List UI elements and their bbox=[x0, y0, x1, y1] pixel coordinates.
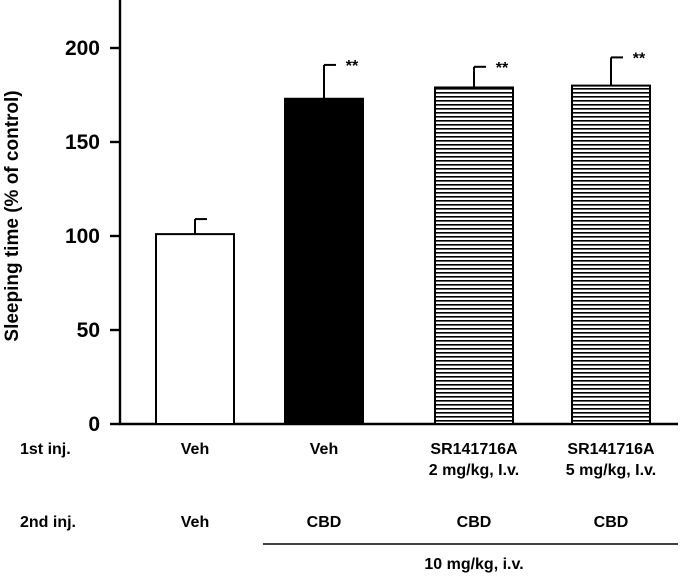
second-injection-label: CBD bbox=[457, 514, 492, 531]
y-tick-label: 100 bbox=[65, 225, 100, 248]
y-tick-label: 150 bbox=[65, 131, 100, 154]
first-injection-label: 5 mg/kg, I.v. bbox=[566, 462, 656, 479]
significance-mark: ** bbox=[346, 58, 359, 75]
bar bbox=[571, 84, 651, 425]
y-tick-label: 0 bbox=[88, 413, 100, 436]
bars bbox=[155, 84, 651, 425]
y-axis-label: Sleeping time (% of control) bbox=[2, 90, 23, 341]
first-injection-label: SR141716A bbox=[430, 441, 518, 458]
y-tick-label: 50 bbox=[77, 319, 100, 342]
first-injection-label: Veh bbox=[310, 441, 338, 458]
second-injection-labels: Veh CBD CBD CBD bbox=[181, 514, 629, 531]
first-injection-label: Veh bbox=[181, 441, 209, 458]
bar bbox=[434, 86, 514, 425]
second-injection-row-label: 2nd inj. bbox=[20, 514, 76, 531]
second-injection-label: Veh bbox=[181, 514, 209, 531]
first-injection-label: 2 mg/kg, I.v. bbox=[429, 462, 519, 479]
second-injection-label: CBD bbox=[307, 514, 342, 531]
bar bbox=[284, 97, 364, 425]
bar bbox=[155, 233, 235, 425]
significance-mark: ** bbox=[496, 60, 509, 77]
second-injection-label: CBD bbox=[594, 514, 629, 531]
first-injection-label: SR141716A bbox=[567, 441, 655, 458]
first-injection-labels: Veh Veh SR141716A 2 mg/kg, I.v. SR141716A 5 m… bbox=[181, 441, 656, 479]
y-ticks: 0 50 100 150 200 bbox=[65, 37, 120, 436]
y-tick-label: 200 bbox=[65, 37, 100, 60]
significance-marks: ** ** ** bbox=[346, 50, 646, 76]
significance-mark: ** bbox=[633, 50, 646, 67]
error-bars bbox=[194, 56, 623, 235]
first-injection-row-label: 1st inj. bbox=[20, 441, 71, 458]
cbd-dose-note: 10 mg/kg, i.v. bbox=[424, 556, 523, 573]
